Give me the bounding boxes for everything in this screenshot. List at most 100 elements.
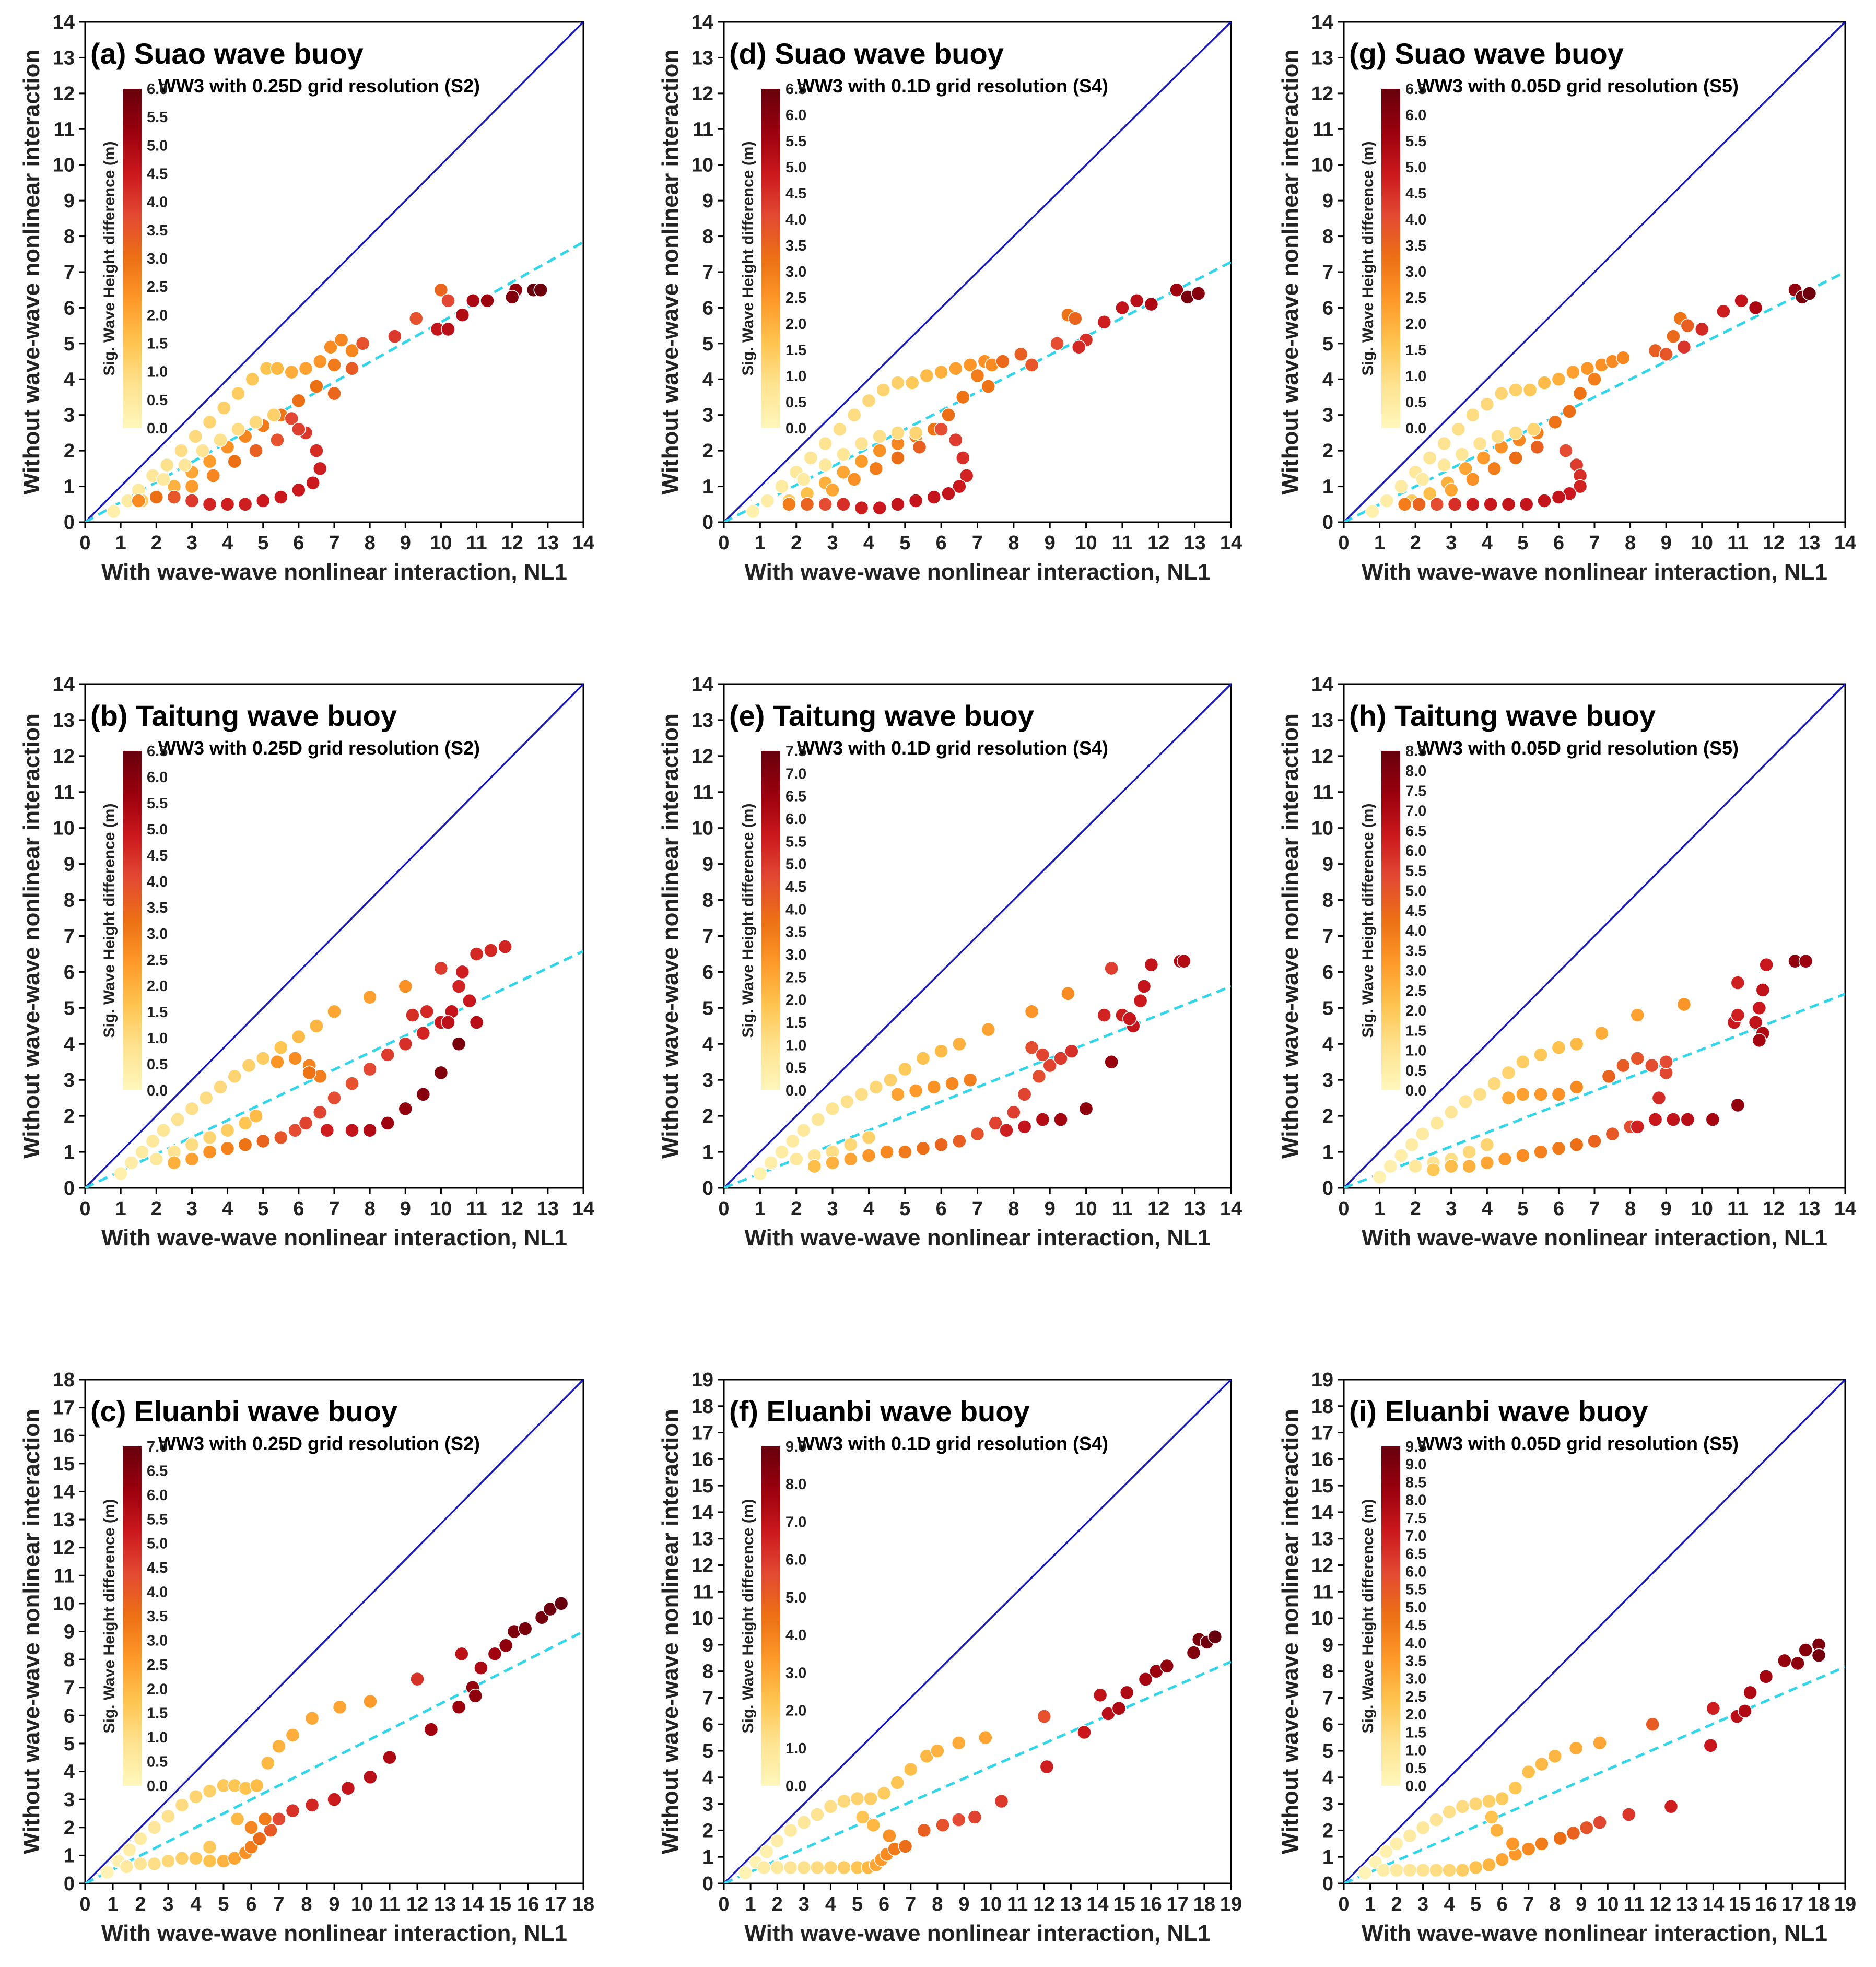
x-tick-label: 2 [135, 1893, 146, 1915]
x-tick-label: 13 [1798, 1198, 1820, 1220]
scatter-point [1402, 1863, 1417, 1878]
scatter-point [1497, 1152, 1512, 1167]
x-tick-label: 3 [1446, 532, 1457, 554]
scatter-point [1383, 1159, 1398, 1174]
scatter-point [775, 1145, 789, 1159]
y-tick-label: 12 [1311, 746, 1333, 768]
y-tick-label: 5 [1322, 333, 1333, 355]
colorbar-tick-label: 4.0 [785, 1627, 806, 1644]
colorbar-tick-label: 3.5 [785, 924, 806, 941]
y-tick-label: 15 [53, 1453, 75, 1475]
scatter-point [227, 454, 242, 469]
y-tick-label: 12 [1311, 1555, 1333, 1577]
scatter-point [380, 1047, 395, 1062]
scatter-point [745, 504, 760, 519]
scatter-point [270, 361, 285, 376]
scatter-point [1748, 1015, 1763, 1030]
y-tick-label: 11 [1312, 782, 1333, 804]
y-tick-label: 1 [64, 1845, 75, 1867]
x-tick-label: 0 [79, 1198, 90, 1220]
scatter-point [1738, 1704, 1752, 1718]
scatter-point [202, 454, 217, 469]
y-tick-label: 2 [702, 1105, 713, 1127]
scatter-point [1468, 1796, 1483, 1811]
scatter-point [382, 1750, 397, 1765]
colorbar-tick-label: 4.5 [1405, 1617, 1426, 1634]
x-tick-label: 7 [1523, 1893, 1534, 1915]
scatter-point [890, 375, 905, 390]
colorbar-tick-label: 1.0 [1405, 1043, 1426, 1059]
x-tick-label: 9 [400, 1198, 411, 1220]
y-axis-title: Without wave-wave nonlinear interaction [19, 713, 44, 1159]
y-tick-label: 8 [64, 890, 75, 912]
scatter-point [1594, 1026, 1609, 1041]
y-tick-label: 14 [1311, 1502, 1333, 1524]
colorbar-tick-label: 6.5 [1405, 823, 1426, 840]
colorbar-tick-label: 5.5 [785, 833, 806, 850]
scatter-point [161, 1809, 175, 1824]
x-tick-label: 9 [1661, 532, 1672, 554]
scatter-point [270, 1055, 285, 1069]
colorbar-tick-label: 4.0 [1405, 923, 1426, 939]
y-tick-label: 3 [1322, 1069, 1333, 1091]
chart-panel-c: 0 1 2 3 4 5 6 7 8 9 10 11 12 13 14 15 16 17 18012345678910… [19, 1369, 594, 1946]
scatter-point [825, 1101, 840, 1116]
scatter-point [1533, 1047, 1548, 1062]
scatter-point [807, 1159, 822, 1174]
scatter-point [466, 293, 480, 308]
scatter-point [1093, 1688, 1108, 1703]
y-tick-label: 14 [691, 11, 713, 33]
scatter-point [332, 1700, 347, 1714]
colorbar-tick-label: 1.0 [147, 1729, 168, 1746]
y-tick-label: 12 [53, 83, 75, 105]
x-tick-label: 18 [1193, 1893, 1215, 1915]
scatter-point [789, 1152, 804, 1167]
scatter-point [398, 1036, 413, 1052]
x-tick-label: 10 [1075, 532, 1097, 554]
y-tick-label: 8 [702, 226, 713, 248]
colorbar-tick-label: 5.0 [785, 159, 806, 176]
y-tick-label: 5 [64, 333, 75, 355]
scatter-point [441, 293, 455, 308]
scatter-point [1547, 1749, 1562, 1763]
y-tick-label: 11 [1312, 119, 1333, 140]
scatter-point [320, 1123, 335, 1138]
scatter-point [951, 1812, 966, 1827]
scatter-point [1159, 1658, 1175, 1674]
scatter-point [1097, 315, 1111, 329]
scatter-point [454, 1646, 469, 1662]
scatter-point [1551, 490, 1566, 504]
y-tick-label: 3 [702, 1069, 713, 1091]
x-tick-label: 3 [827, 1198, 838, 1220]
colorbar-tick-label: 1.0 [1405, 1742, 1426, 1759]
scatter-point [451, 1036, 466, 1052]
scatter-point [863, 1791, 878, 1806]
y-tick-label: 17 [691, 1422, 713, 1444]
scatter-point [1694, 322, 1709, 337]
scatter-point [398, 1101, 413, 1116]
colorbar-tick-label: 4.5 [147, 166, 168, 183]
scatter-point [1144, 957, 1159, 972]
fit-line [724, 1660, 1231, 1883]
y-tick-label: 12 [53, 1537, 75, 1559]
scatter-point [1663, 1799, 1679, 1814]
scatter-point [505, 290, 520, 304]
scatter-point [174, 1798, 190, 1812]
y-tick-label: 13 [1311, 710, 1333, 732]
fit-line [1344, 1665, 1845, 1883]
colorbar-tick-label: 5.5 [147, 109, 168, 126]
scatter-point [416, 1026, 431, 1041]
x-tick-label: 4 [222, 532, 233, 554]
y-tick-label: 13 [53, 47, 75, 69]
colorbar-label: Sig. Wave Height difference (m) [101, 804, 118, 1038]
colorbar-tick-label: 6.5 [1405, 1546, 1426, 1562]
scatter-point [876, 1786, 892, 1801]
x-tick-label: 13 [537, 532, 559, 554]
colorbar-tick-label: 1.5 [147, 1004, 168, 1021]
panel-title: (c) Eluanbi wave buoy [90, 1395, 397, 1428]
y-tick-label: 3 [64, 405, 75, 427]
colorbar-tick-label: 7.0 [147, 1439, 168, 1455]
scatter-point [1472, 436, 1487, 451]
scatter-point [1119, 1685, 1134, 1700]
scatter-point [999, 1123, 1014, 1138]
